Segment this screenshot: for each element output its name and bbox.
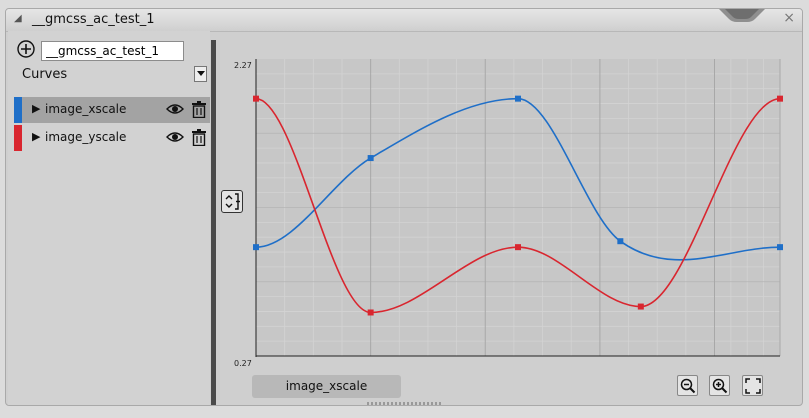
fit-all-button[interactable]	[742, 375, 763, 396]
curve-name-input[interactable]	[41, 41, 184, 61]
curve-editor-window: ◢ __gmcss_ac_test_1 × Curves ▶ image_xsc…	[5, 8, 803, 406]
panel-splitter[interactable]	[211, 40, 216, 405]
keyframe-point-image-xscale[interactable]	[253, 244, 259, 251]
keyframe-point-image-xscale[interactable]	[617, 238, 624, 245]
keyframe-point-image-xscale[interactable]	[367, 155, 374, 162]
fit-all-icon	[745, 378, 761, 394]
curve-image-xscale[interactable]	[255, 97, 781, 261]
keyframe-point-image-yscale[interactable]	[515, 244, 521, 251]
keyframe-point-image-yscale[interactable]	[253, 95, 259, 102]
keyframe-point-image-xscale[interactable]	[515, 95, 521, 102]
y-tick-label-min: 0.27	[234, 359, 252, 368]
curve-row-image-xscale[interactable]: ▶ image_xscale	[14, 97, 210, 123]
curve-graph[interactable]: 2.27 0.27	[214, 31, 803, 376]
curve-row-image-yscale[interactable]: ▶ image_yscale	[14, 125, 210, 151]
collapse-arrow-icon[interactable]: ◢	[14, 13, 22, 24]
expand-arrow-icon[interactable]: ▶	[32, 130, 41, 143]
keyframe-point-image-yscale[interactable]	[367, 309, 374, 316]
window-title: __gmcss_ac_test_1	[32, 12, 155, 27]
fit-vertical-icon	[225, 193, 240, 210]
zoom-out-button[interactable]	[677, 375, 698, 396]
zoom-in-icon	[712, 378, 728, 394]
curve-color-swatch	[14, 125, 22, 151]
curve-label: image_xscale	[45, 102, 127, 116]
curve-list-panel: Curves ▶ image_xscale ▶ image_yscale	[8, 31, 210, 405]
active-curve-button[interactable]: image_xscale	[252, 375, 401, 398]
eye-icon[interactable]	[166, 102, 184, 116]
curve-color-swatch	[14, 97, 22, 123]
close-icon[interactable]: ×	[783, 10, 795, 26]
dropdown-arrow-icon	[196, 71, 205, 76]
y-tick-label-max: 2.27	[234, 61, 252, 70]
keyframe-point-image-xscale[interactable]	[777, 244, 783, 251]
keyframe-point-image-yscale[interactable]	[637, 303, 644, 310]
fit-vertical-button[interactable]	[221, 190, 243, 213]
trash-icon[interactable]	[192, 101, 206, 118]
zoom-in-button[interactable]	[709, 375, 730, 396]
keyframe-point-image-yscale[interactable]	[777, 95, 783, 102]
curve-label: image_yscale	[45, 130, 127, 144]
mode-dropdown-button[interactable]	[194, 66, 207, 82]
zoom-out-icon	[680, 378, 696, 394]
add-icon[interactable]	[17, 40, 35, 58]
expand-arrow-icon[interactable]: ▶	[32, 102, 41, 115]
eye-icon[interactable]	[166, 130, 184, 144]
title-bar[interactable]: ◢ __gmcss_ac_test_1 ×	[6, 9, 802, 32]
title-tab-notch	[719, 9, 765, 22]
trash-icon[interactable]	[192, 129, 206, 146]
mode-label: Curves	[22, 67, 68, 82]
resize-grip[interactable]	[367, 402, 443, 405]
